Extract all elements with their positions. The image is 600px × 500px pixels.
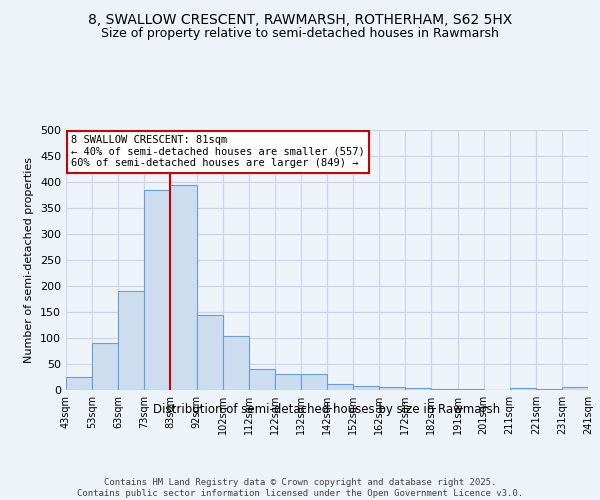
Bar <box>92 343 118 390</box>
Bar <box>145 190 170 390</box>
Bar <box>301 374 327 390</box>
Bar <box>379 388 406 390</box>
Bar <box>510 388 536 390</box>
Bar <box>223 336 249 390</box>
Text: Distribution of semi-detached houses by size in Rawmarsh: Distribution of semi-detached houses by … <box>154 402 500 415</box>
Bar <box>406 388 431 390</box>
Bar <box>562 388 588 390</box>
Bar <box>170 184 197 390</box>
Bar <box>327 384 353 390</box>
Bar <box>118 291 145 390</box>
Bar <box>197 314 223 390</box>
Text: 8 SWALLOW CRESCENT: 81sqm
← 40% of semi-detached houses are smaller (557)
60% of: 8 SWALLOW CRESCENT: 81sqm ← 40% of semi-… <box>71 135 365 168</box>
Bar <box>275 374 301 390</box>
Y-axis label: Number of semi-detached properties: Number of semi-detached properties <box>25 157 34 363</box>
Bar <box>431 389 458 390</box>
Text: Contains HM Land Registry data © Crown copyright and database right 2025.
Contai: Contains HM Land Registry data © Crown c… <box>77 478 523 498</box>
Text: Size of property relative to semi-detached houses in Rawmarsh: Size of property relative to semi-detach… <box>101 28 499 40</box>
Text: 8, SWALLOW CRESCENT, RAWMARSH, ROTHERHAM, S62 5HX: 8, SWALLOW CRESCENT, RAWMARSH, ROTHERHAM… <box>88 12 512 26</box>
Bar <box>66 377 92 390</box>
Bar <box>353 386 379 390</box>
Bar <box>249 369 275 390</box>
